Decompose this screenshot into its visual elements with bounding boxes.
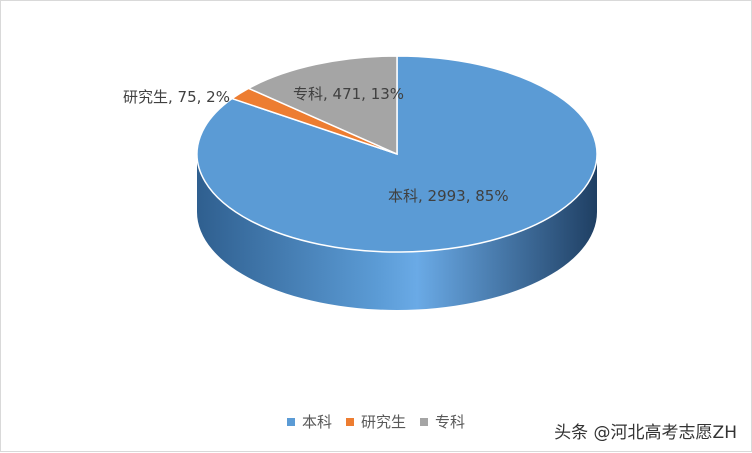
pie-slice-zhuanke — [246, 55, 398, 156]
legend-label-zhuanke: 专科 — [435, 413, 466, 431]
data-label-yanjiusheng: 研究生, 75, 2% — [123, 88, 230, 106]
legend-label-benke: 本科 — [301, 413, 332, 431]
data-label-zhuanke: 专科, 471, 13% — [293, 85, 404, 103]
pie-side-wall — [197, 154, 597, 310]
legend-swatch-yanjiusheng — [345, 417, 354, 426]
watermark: 头条 @河北高考志愿ZH — [554, 423, 737, 443]
legend-item-yanjiusheng: 研究生 — [345, 411, 406, 432]
legend: 本科 研究生 专科 — [1, 411, 751, 432]
data-label-benke: 本科, 2993, 85% — [388, 187, 509, 205]
legend-swatch-zhuanke — [420, 417, 428, 426]
legend-item-benke: 本科 — [286, 411, 332, 432]
legend-label-yanjiusheng: 研究生 — [360, 413, 406, 431]
legend-swatch-benke — [286, 417, 295, 426]
legend-item-zhuanke: 专科 — [420, 411, 465, 432]
